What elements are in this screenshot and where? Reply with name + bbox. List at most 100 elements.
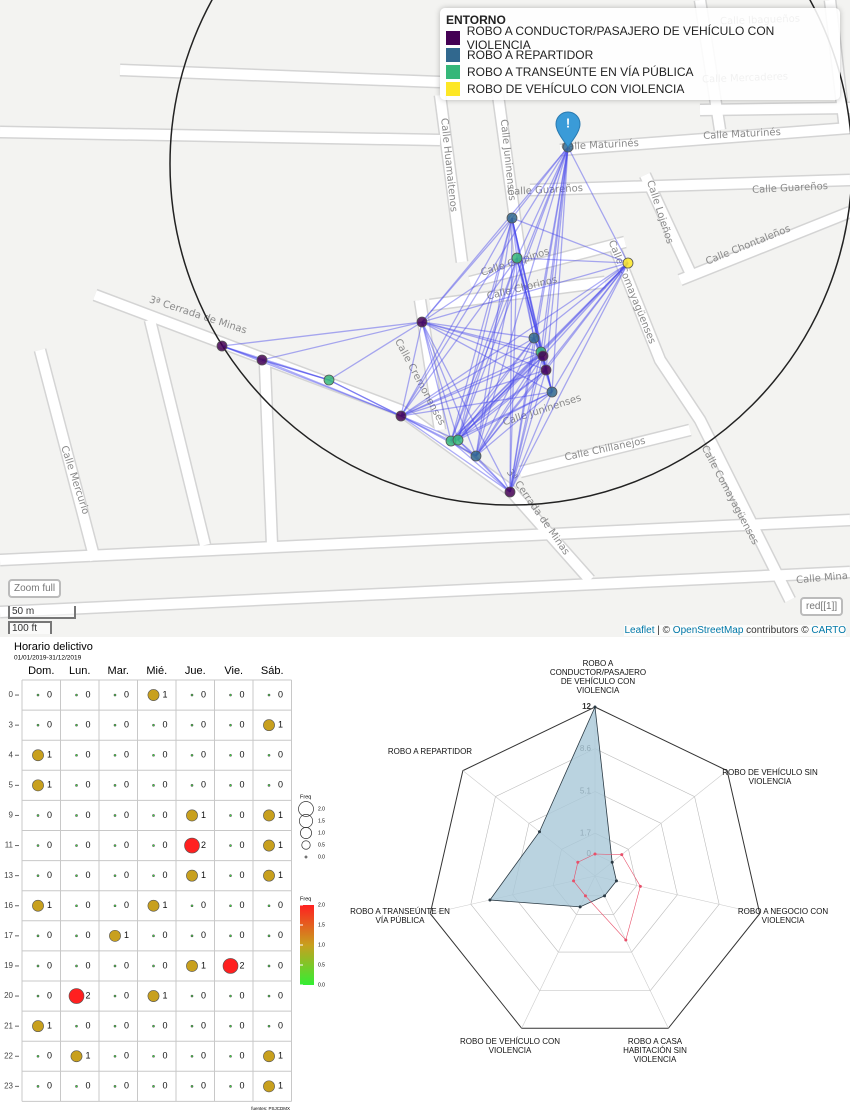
link [421, 321, 542, 353]
road [435, 94, 467, 263]
link [509, 355, 544, 493]
column-label: Mié. [146, 665, 167, 677]
axis-label: ROBO DE VEHÍCULO SIN VIOLENCIA [722, 768, 818, 786]
freq-label: 0 [240, 780, 245, 790]
size-legend-label: 1.5 [318, 818, 325, 824]
link [533, 262, 629, 339]
link [261, 359, 330, 381]
freq-dot [190, 693, 194, 697]
freq-label: 0 [278, 900, 283, 910]
color-legend-bar [300, 905, 314, 985]
link [400, 415, 452, 442]
link [221, 345, 263, 361]
freq-dot [75, 874, 78, 877]
attribution: Leaflet | © OpenStreetMap contributors ©… [624, 625, 846, 636]
link [567, 146, 629, 264]
freq-dot [113, 1024, 117, 1028]
legend-item: ROBO A TRANSEÚNTE EN VÍA PÚBLICA [446, 63, 834, 80]
freq-label: 1 [86, 1051, 91, 1061]
link [421, 321, 544, 357]
link [400, 415, 459, 441]
row-label: 20 [4, 991, 13, 1000]
freq-dot [263, 809, 275, 822]
row-label: 4 [9, 750, 14, 759]
row-label: 0 [9, 690, 14, 699]
freq-label: 0 [278, 960, 283, 970]
freq-dot [263, 719, 275, 732]
link [457, 217, 513, 441]
column-label: Sáb. [261, 665, 284, 677]
column-label: Lun. [69, 665, 90, 677]
freq-label: 0 [47, 689, 52, 699]
freq-label: 1 [278, 1051, 283, 1061]
freq-label: 1 [47, 750, 52, 760]
link [457, 369, 547, 441]
row-label: 16 [4, 901, 13, 910]
freq-label: 0 [124, 900, 129, 910]
spoke [594, 875, 760, 914]
freq-label: 0 [86, 930, 91, 940]
radar-point [603, 894, 607, 898]
link [457, 391, 553, 441]
link [421, 262, 629, 323]
link [475, 262, 629, 457]
link [400, 415, 511, 493]
axis-label: ROBO A CONDUCTOR/PASAJERO DE VEHÍCULO CO… [549, 659, 647, 695]
link [221, 345, 263, 361]
freq-dot [75, 753, 78, 757]
freq-dot [113, 994, 117, 998]
road [429, 277, 606, 310]
freq-label: 0 [86, 810, 91, 820]
link [421, 321, 547, 371]
radar-point [638, 884, 642, 888]
freq-dot [113, 1054, 117, 1058]
freq-label: 0 [201, 1021, 206, 1031]
freq-dot [229, 844, 232, 847]
link [509, 369, 547, 493]
link [509, 262, 629, 493]
freq-label: 0 [201, 720, 206, 730]
radial-tick-label: 12 [582, 702, 591, 711]
freq-label: 0 [124, 810, 129, 820]
freq-dot [75, 723, 78, 727]
freq-label: 0 [240, 750, 245, 760]
freq-label: 1 [278, 870, 283, 880]
freq-dot [75, 964, 78, 968]
freq-label: 1 [278, 720, 283, 730]
link [421, 321, 477, 457]
freq-label: 0 [86, 720, 91, 730]
freq-dot [267, 904, 271, 908]
freq-dot [222, 958, 239, 974]
link [511, 217, 547, 371]
incident-point [622, 257, 634, 269]
zoom-button[interactable]: Zoom full [8, 579, 62, 598]
freq-label: 0 [201, 689, 206, 699]
incident-point [540, 364, 552, 376]
link [400, 321, 423, 417]
freq-dot [229, 1054, 232, 1058]
spoke [594, 770, 728, 877]
link [457, 355, 544, 441]
freq-label: 0 [163, 780, 168, 790]
freq-dot [32, 749, 44, 762]
freq-label: 0 [240, 1051, 245, 1061]
size-legend-label: 0.0 [318, 854, 325, 860]
link [261, 359, 330, 381]
street-label: Calle Guareños [752, 181, 828, 196]
link [400, 217, 513, 417]
incident-point [504, 486, 516, 498]
freq-label: 1 [124, 930, 129, 940]
road [145, 318, 210, 547]
freq-label: 0 [278, 930, 283, 940]
freq-label: 0 [124, 840, 129, 850]
layer-button[interactable]: red[[1]] [800, 597, 844, 616]
legend-label: ROBO DE VEHÍCULO CON VIOLENCIA [467, 81, 685, 96]
freq-dot [36, 874, 40, 877]
link [533, 337, 553, 393]
size-legend-key [304, 855, 308, 859]
size-legend-key [298, 801, 314, 817]
incident-point [452, 434, 464, 446]
freq-dot [229, 1085, 232, 1088]
freq-dot [113, 753, 117, 757]
link [261, 321, 423, 361]
